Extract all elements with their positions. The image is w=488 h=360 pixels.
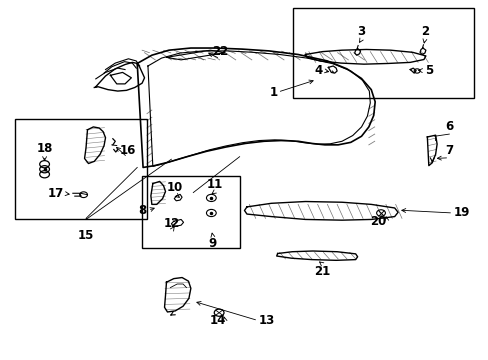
Text: 14: 14 <box>209 314 225 327</box>
Text: 8: 8 <box>139 204 147 217</box>
Text: 11: 11 <box>207 178 223 191</box>
Bar <box>142 176 239 248</box>
Text: 16: 16 <box>119 144 135 157</box>
Text: 13: 13 <box>259 314 275 327</box>
Text: 22: 22 <box>212 45 228 58</box>
Bar <box>15 119 147 220</box>
Text: 17: 17 <box>48 187 64 200</box>
Text: 2: 2 <box>420 25 428 39</box>
Text: 3: 3 <box>357 25 365 39</box>
Bar <box>293 8 473 98</box>
Text: 1: 1 <box>269 86 277 99</box>
Text: 12: 12 <box>163 217 179 230</box>
Text: 5: 5 <box>424 64 432 77</box>
Text: 18: 18 <box>36 142 53 155</box>
Text: 10: 10 <box>167 181 183 194</box>
Text: 21: 21 <box>314 265 330 278</box>
Text: 9: 9 <box>208 237 217 250</box>
Text: 6: 6 <box>444 120 452 134</box>
Text: 20: 20 <box>369 215 385 228</box>
Text: 15: 15 <box>78 229 94 243</box>
Text: 4: 4 <box>314 64 322 77</box>
Text: 19: 19 <box>453 207 469 220</box>
Text: 7: 7 <box>444 144 452 157</box>
